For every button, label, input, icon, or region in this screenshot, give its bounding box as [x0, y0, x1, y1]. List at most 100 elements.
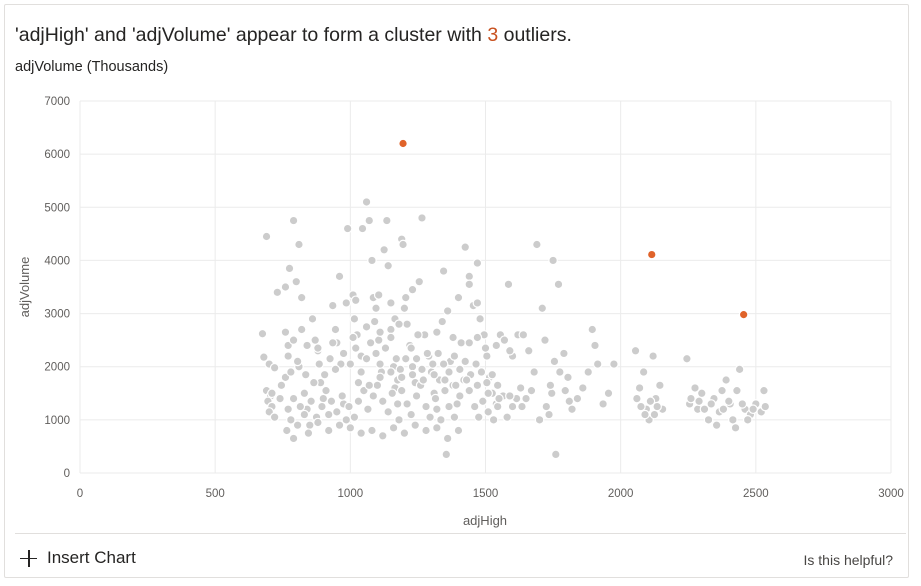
cluster-point: [349, 412, 360, 422]
cluster-point: [448, 332, 458, 343]
cluster-point: [257, 328, 268, 339]
x-tick-label: 2500: [743, 488, 769, 500]
cluster-point: [505, 391, 515, 401]
cluster-point: [323, 425, 334, 436]
cluster-point: [388, 423, 399, 433]
cluster-point: [476, 367, 487, 377]
cluster-point: [421, 425, 431, 436]
cluster-point: [477, 396, 488, 407]
cluster-point: [526, 385, 537, 396]
insert-chart-button[interactable]: Insert Chart: [20, 548, 136, 568]
cluster-point: [373, 335, 384, 345]
y-tick-label: 1000: [44, 415, 70, 427]
cluster-point: [515, 383, 526, 393]
y-tick-label: 5000: [44, 202, 70, 214]
cluster-point: [386, 324, 396, 335]
cluster-point: [327, 337, 338, 348]
cluster-point: [441, 449, 452, 460]
cluster-point: [436, 415, 446, 425]
cluster-point: [711, 420, 722, 430]
cluster-point: [304, 420, 315, 430]
cluster-point: [375, 372, 385, 383]
cluster-point: [367, 255, 377, 266]
cluster-point: [368, 391, 379, 401]
cluster-point: [364, 380, 375, 391]
cluster-point: [386, 367, 396, 377]
cluster-point: [734, 364, 745, 375]
cluster-point: [742, 415, 753, 425]
cluster-point: [371, 303, 381, 314]
cluster-point: [723, 396, 734, 407]
cluster-point: [310, 335, 320, 345]
cluster-point: [406, 343, 416, 353]
cluster-point: [303, 428, 314, 438]
cluster-point: [280, 282, 291, 292]
cluster-point: [455, 391, 465, 401]
cluster-point: [453, 292, 464, 303]
cluster-point: [682, 353, 692, 364]
x-tick-label: 0: [77, 488, 83, 500]
cluster-point: [269, 362, 280, 373]
cluster-point: [286, 367, 296, 377]
cluster-point: [534, 415, 545, 425]
cluster-point: [578, 383, 588, 393]
cluster-point: [357, 223, 368, 234]
outlier-point: [646, 249, 657, 260]
cluster-point: [377, 396, 388, 407]
is-helpful-link[interactable]: Is this helpful?: [803, 552, 894, 568]
cluster-point: [545, 380, 556, 391]
axis-ticks: 0 500 1000 1500 2000 2500 3000 0 1000 2000 3000 400…: [44, 96, 903, 500]
headline-text-after: outliers.: [498, 24, 572, 46]
cluster-point: [559, 348, 569, 359]
cluster-point: [464, 385, 475, 396]
cluster-point: [407, 284, 418, 295]
cluster-point: [365, 337, 376, 348]
cluster-point: [334, 420, 345, 430]
cluster-point: [364, 215, 375, 226]
cluster-point: [471, 359, 481, 369]
x-tick-label: 2000: [608, 488, 634, 500]
cluster-point: [371, 348, 381, 359]
cluster-point: [453, 425, 464, 436]
cluster-point: [560, 385, 571, 396]
cluster-point: [413, 330, 423, 340]
cluster-point: [696, 388, 707, 399]
cluster-point: [572, 393, 583, 404]
cluster-point: [469, 401, 480, 412]
cluster-point: [407, 361, 418, 372]
cluster-point: [461, 375, 472, 385]
cluster-point: [655, 380, 665, 391]
cluster-point: [690, 383, 700, 393]
cluster-point: [294, 239, 304, 250]
cluster-point: [321, 385, 331, 396]
y-axis-label: adjVolume: [17, 257, 32, 318]
cluster-point: [386, 298, 396, 308]
cluster-point: [363, 404, 373, 415]
cluster-points: [257, 197, 771, 460]
cluster-point: [541, 401, 552, 412]
cluster-point: [438, 266, 449, 276]
cluster-point: [302, 340, 312, 351]
cluster-point: [532, 239, 542, 250]
cluster-point: [288, 215, 299, 226]
cluster-point: [327, 300, 338, 311]
cluster-point: [503, 279, 514, 290]
cluster-point: [379, 245, 389, 255]
scatter-chart: 0 500 1000 1500 2000 2500 3000 0 1000 2000 3000 400…: [17, 96, 904, 528]
cluster-point: [361, 353, 372, 364]
cluster-point: [429, 369, 439, 380]
cluster-point: [529, 367, 539, 377]
cluster-point: [567, 404, 577, 415]
plus-icon: [20, 549, 37, 567]
cluster-point: [261, 231, 272, 242]
cluster-point: [396, 385, 407, 396]
cluster-point: [394, 319, 404, 329]
cluster-point: [399, 303, 410, 314]
cluster-point: [288, 433, 299, 444]
cluster-point: [603, 388, 614, 399]
outlier-points: [398, 138, 749, 320]
cluster-point: [259, 352, 269, 362]
cluster-point: [759, 385, 769, 396]
cluster-point: [323, 409, 334, 420]
cluster-point: [300, 369, 311, 380]
